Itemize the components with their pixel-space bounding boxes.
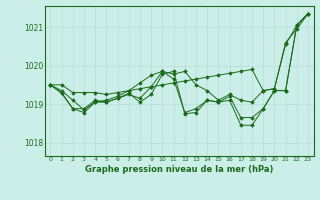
X-axis label: Graphe pression niveau de la mer (hPa): Graphe pression niveau de la mer (hPa)	[85, 165, 273, 174]
